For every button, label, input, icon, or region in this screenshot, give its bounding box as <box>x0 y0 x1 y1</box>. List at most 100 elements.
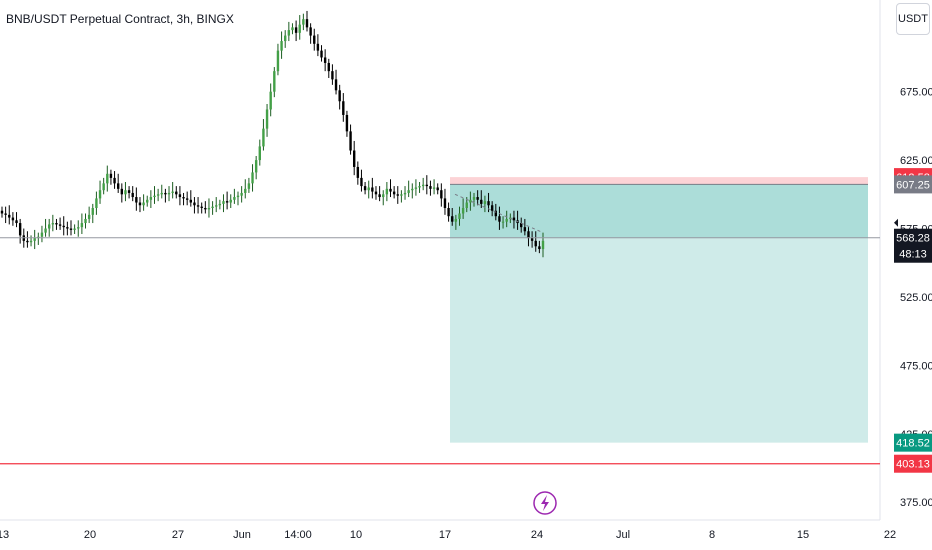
candle <box>352 150 356 167</box>
candle <box>320 50 323 58</box>
candle <box>400 194 403 196</box>
candle <box>185 198 189 200</box>
candle <box>73 228 76 230</box>
x-tick-label: 22 <box>884 529 896 541</box>
candle <box>87 214 91 219</box>
candle <box>142 202 145 206</box>
x-tick-label: 15 <box>797 529 809 541</box>
candle <box>465 202 468 208</box>
candle <box>429 186 432 189</box>
candle <box>501 221 505 223</box>
candle <box>229 199 232 203</box>
candle <box>0 210 4 214</box>
chart-title: BNB/USDT Perpetual Contract, 3h, BINGX <box>6 12 234 26</box>
candle <box>276 50 280 72</box>
candle <box>382 194 385 198</box>
candle <box>309 27 312 36</box>
candle <box>316 43 320 51</box>
candle <box>149 197 153 200</box>
candle <box>160 192 163 195</box>
candle <box>171 191 174 193</box>
candle <box>458 213 461 219</box>
candle <box>432 187 436 189</box>
candle <box>211 206 214 208</box>
risk-zone <box>450 177 868 185</box>
candle <box>69 228 73 230</box>
candle <box>541 240 545 250</box>
candle <box>334 79 338 91</box>
candle <box>106 173 109 184</box>
candle <box>254 160 258 173</box>
candle <box>58 224 62 226</box>
candle <box>265 109 269 129</box>
x-tick-label: 13 <box>0 529 9 541</box>
candle <box>461 208 465 214</box>
current-price-tag: 568.28 <box>896 233 930 245</box>
candle <box>273 71 276 92</box>
candle <box>51 223 55 225</box>
x-tick-label: 10 <box>350 529 362 541</box>
candle <box>291 27 294 31</box>
candle <box>287 30 291 36</box>
candle <box>523 227 527 232</box>
x-tick-label: 8 <box>709 529 715 541</box>
candle <box>44 228 47 233</box>
candle <box>538 246 541 250</box>
candle <box>367 187 370 191</box>
trend-dashed-line <box>454 193 544 234</box>
candle <box>15 220 18 224</box>
candle <box>520 223 523 228</box>
candle <box>146 199 149 203</box>
candle <box>407 190 410 193</box>
candle <box>392 191 396 195</box>
candle <box>389 188 392 192</box>
candle <box>414 187 418 189</box>
current-price-tag-bg <box>894 228 932 263</box>
price-marker-arrow <box>894 218 898 227</box>
y-tick-label: 375.00 <box>900 497 932 509</box>
candle <box>236 195 240 198</box>
candles-layer <box>0 10 545 258</box>
candle <box>490 205 494 211</box>
candle <box>512 217 516 221</box>
lightning-icon[interactable] <box>533 491 557 515</box>
candle <box>284 35 287 42</box>
candle <box>371 187 374 192</box>
x-tick-label: 17 <box>439 529 451 541</box>
candle <box>109 173 113 178</box>
entry-price-tag-bg <box>894 175 932 194</box>
position-zones[interactable] <box>450 177 868 443</box>
candle <box>120 188 124 195</box>
alert-price-tag: 403.13 <box>896 459 930 471</box>
candle <box>175 191 178 195</box>
candle <box>196 205 200 207</box>
target-price-tag-bg <box>894 433 932 452</box>
candle <box>222 201 225 204</box>
candle <box>77 227 80 229</box>
y-axis: 675.00625.00575.00525.00475.00425.00375.… <box>900 87 932 510</box>
candle <box>298 24 301 33</box>
candle <box>40 232 44 237</box>
candle <box>374 191 378 195</box>
candle <box>480 199 483 204</box>
candle <box>483 201 487 204</box>
candle <box>225 201 229 203</box>
candle <box>494 210 497 217</box>
candle <box>534 240 537 247</box>
candle <box>527 231 530 239</box>
candle <box>505 218 508 222</box>
y-tick-label: 625.00 <box>900 155 932 167</box>
candle <box>418 186 421 188</box>
alert-price-tag-bg <box>894 454 932 473</box>
candle <box>403 192 407 195</box>
candle <box>385 188 389 195</box>
candle <box>294 27 298 33</box>
candle <box>98 190 102 199</box>
entry-price-tag: 607.25 <box>896 179 930 191</box>
currency-button[interactable]: USDT <box>896 3 930 35</box>
candle <box>280 41 283 51</box>
candle <box>215 205 218 207</box>
candle <box>327 62 330 72</box>
x-tick-label: 20 <box>84 529 96 541</box>
